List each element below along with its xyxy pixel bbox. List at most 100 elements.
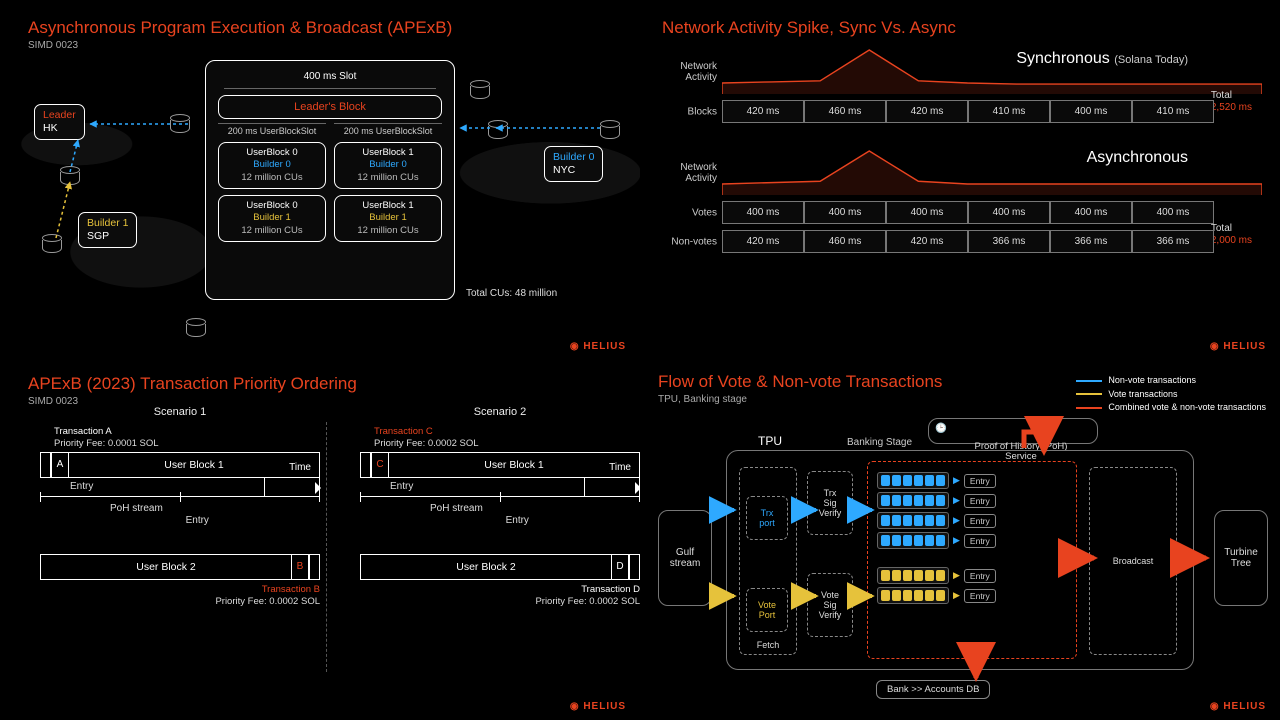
builder1-pill: Builder 1 SGP [78, 212, 137, 248]
block-cell: 400 ms [804, 201, 886, 224]
user-block: C User Block 1 [360, 452, 640, 478]
brand-logo: HELIUS [1210, 701, 1266, 712]
bank-accounts: Bank >> Accounts DB [876, 680, 990, 699]
q1-title: Asynchronous Program Execution & Broadca… [28, 18, 612, 38]
scenario-1: Scenario 1Transaction A Priority Fee: 0.… [40, 406, 320, 608]
block-cell: 400 ms [1050, 100, 1132, 123]
block-cell: 410 ms [968, 100, 1050, 123]
vote-sig-verify: Vote Sig Verify [807, 573, 853, 637]
block-cell: 460 ms [804, 230, 886, 253]
block-cell: 400 ms [1132, 201, 1214, 224]
block-cell: 400 ms [968, 201, 1050, 224]
clock-icon: 🕒 [935, 424, 947, 434]
entry-lane: ▶Entry [877, 512, 1067, 529]
async-row-label: Non-votes [662, 237, 717, 248]
builder1-label: Builder 1 [87, 217, 128, 230]
panel-network-spike: Network Activity Spike, Sync Vs. Async N… [640, 0, 1280, 360]
legend-item: Vote transactions [1076, 388, 1266, 402]
async-rows: Votes400 ms400 ms400 ms400 ms400 ms400 m… [662, 201, 1258, 253]
block-cell: 420 ms [722, 230, 804, 253]
builder0-loc: NYC [553, 164, 594, 177]
block-cell: 420 ms [722, 100, 804, 123]
user-block: User Block 2 D [360, 554, 640, 580]
builder0-pill: Builder 0 NYC [544, 146, 603, 182]
scenario-2: Scenario 2Transaction C Priority Fee: 0.… [360, 406, 640, 608]
block-cell: 420 ms [886, 100, 968, 123]
leader-loc: HK [43, 122, 76, 135]
ylab-sync: Network Activity [662, 61, 717, 83]
builder1-loc: SGP [87, 230, 128, 243]
entry-lane: ▶Entry [877, 587, 1067, 604]
entry-lanes: ▶Entry ▶Entry ▶Entry ▶Entry ▶Entry ▶Entry [877, 469, 1067, 607]
block-cell: 420 ms [886, 230, 968, 253]
async-sparkline [722, 145, 1258, 195]
db-icon [470, 80, 488, 98]
brand-logo: HELIUS [570, 341, 626, 352]
vote-port: Vote Port [746, 588, 788, 632]
turbine-tree: Turbine Tree [1214, 510, 1268, 606]
sync-row-label: Blocks [662, 107, 717, 118]
slot-duration: 400 ms Slot [218, 71, 442, 82]
scenario-divider [326, 422, 327, 672]
block-cell: 366 ms [1132, 230, 1214, 253]
legend-item: Combined vote & non-vote transactions [1076, 401, 1266, 415]
sync-sparkline [722, 44, 1258, 94]
db-icon [186, 318, 204, 336]
panel-priority-ordering: APExB (2023) Transaction Priority Orderi… [0, 360, 640, 720]
db-icon [488, 120, 506, 138]
userblock-grid: UserBlock 0Builder 012 million CUsUserBl… [218, 142, 442, 242]
brand-logo: HELIUS [1210, 341, 1266, 352]
entry-lane: ▶Entry [877, 532, 1067, 549]
leader-block: Leader's Block [218, 95, 442, 119]
poh-service: 🕒 Proof of History (PoH) Service [928, 418, 1098, 444]
db-icon [60, 166, 78, 184]
leader-pill: Leader HK [34, 104, 85, 140]
legend-item: Non-vote transactions [1076, 374, 1266, 388]
poh-stream: Entry PoH stream Time Entry [360, 496, 640, 518]
entry-lane: ▶Entry [877, 567, 1067, 584]
banking-stage-label: Banking Stage [847, 437, 912, 448]
block-cell: 366 ms [968, 230, 1050, 253]
sync-blocks-row: 420 ms460 ms420 ms410 ms400 ms410 ms [722, 100, 1214, 123]
panel-apexb: Asynchronous Program Execution & Broadca… [0, 0, 640, 360]
userblock: UserBlock 0Builder 112 million CUs [218, 195, 326, 242]
ubs-labels: 200 ms UserBlockSlot 200 ms UserBlockSlo… [218, 123, 442, 136]
panel-flow: Flow of Vote & Non-vote Transactions TPU… [640, 360, 1280, 720]
trx-port: Trx port [746, 496, 788, 540]
q3-title: APExB (2023) Transaction Priority Orderi… [28, 374, 612, 394]
block-cell: 366 ms [1050, 230, 1132, 253]
fetch-label: Fetch [740, 640, 796, 650]
entry-lane: ▶Entry [877, 492, 1067, 509]
async-row-label: Votes [662, 208, 717, 219]
db-icon [170, 114, 188, 132]
userblock: UserBlock 1Builder 012 million CUs [334, 142, 442, 189]
db-icon [600, 120, 618, 138]
brand-logo: HELIUS [570, 701, 626, 712]
q2-title: Network Activity Spike, Sync Vs. Async [662, 18, 1258, 38]
block-cell: 400 ms [886, 201, 968, 224]
trx-sig-verify: Trx Sig Verify [807, 471, 853, 535]
leader-label: Leader [43, 109, 76, 122]
userblock: UserBlock 0Builder 012 million CUs [218, 142, 326, 189]
poh-stream: Entry PoH stream Time Entry [40, 496, 320, 518]
block-cell: 410 ms [1132, 100, 1214, 123]
tpu-box: Banking Stage Trx port Vote Port Fetch T… [726, 450, 1194, 670]
user-block: User Block 2 B [40, 554, 320, 580]
fetch-box: Trx port Vote Port Fetch [739, 467, 797, 655]
block-cell: 400 ms [722, 201, 804, 224]
builder0-label: Builder 0 [553, 151, 594, 164]
broadcast-box: Broadcast [1089, 467, 1177, 655]
total-cus: Total CUs: 48 million [466, 288, 557, 299]
q1-sub: SIMD 0023 [28, 40, 612, 51]
gulf-stream: Gulf stream [658, 510, 712, 606]
legend: Non-vote transactionsVote transactionsCo… [1076, 374, 1266, 415]
ylab-async: Network Activity [662, 162, 717, 184]
block-cell: 460 ms [804, 100, 886, 123]
entry-lane: ▶Entry [877, 472, 1067, 489]
ubs-left: 200 ms UserBlockSlot [218, 123, 326, 136]
slot-container: 400 ms Slot Leader's Block 200 ms UserBl… [205, 60, 455, 300]
block-cell: 400 ms [1050, 201, 1132, 224]
userblock: UserBlock 1Builder 112 million CUs [334, 195, 442, 242]
db-icon [42, 234, 60, 252]
tpu-label: TPU [758, 434, 782, 448]
